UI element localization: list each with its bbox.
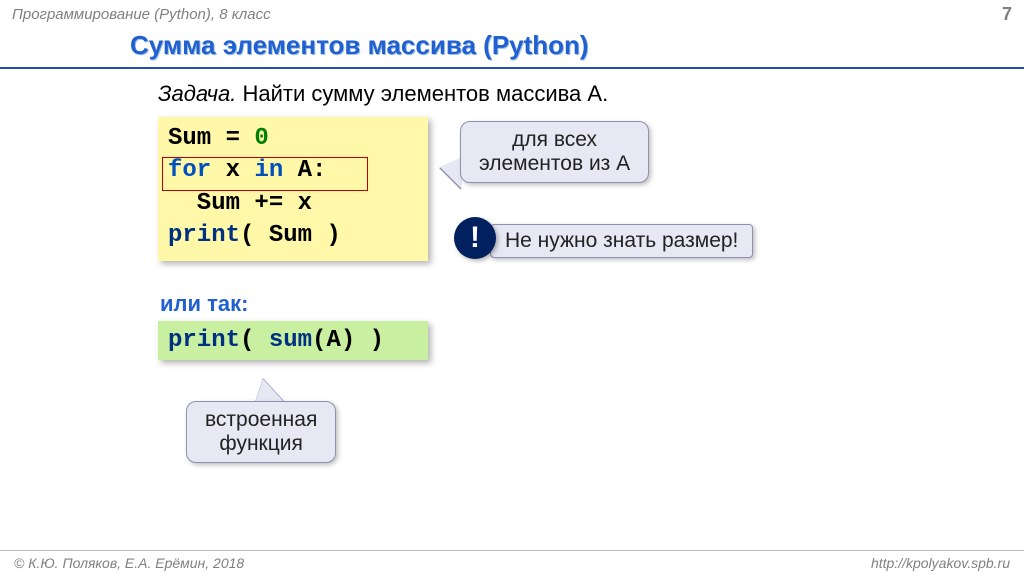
callout-line: элементов из A [479,152,630,176]
callout-text: Не нужно знать размер! [505,229,738,252]
footer-copyright: © К.Ю. Поляков, Е.А. Ерёмин, 2018 [14,555,244,571]
callout-builtin: встроенная функция [186,401,336,463]
callout-for-all: для всех элементов из A [460,121,649,183]
code-func: print [168,327,240,354]
code-func: print [168,222,240,249]
code-func: sum [269,327,312,354]
or-label: или так: [160,291,248,317]
code-text: ( [240,327,269,354]
callout-pointer [440,157,462,189]
task-label: Задача. [158,81,236,106]
code-text: Sum = [168,125,254,152]
exclaim-icon: ! [454,217,496,259]
slide-footer: © К.Ю. Поляков, Е.А. Ерёмин, 2018 http:/… [0,550,1024,574]
task-text: Задача. Найти сумму элементов массива A. [158,81,1024,107]
callout-line: для всех [479,128,630,152]
header-left: Программирование (Python), 8 класс [12,6,271,23]
slide-header: Программирование (Python), 8 класс 7 [0,0,1024,28]
callout-line: встроенная [205,408,317,432]
page-number: 7 [1002,4,1012,25]
callout-pointer [255,379,285,403]
task-body: Найти сумму элементов массива A. [236,81,608,106]
code-literal: 0 [254,125,268,152]
highlight-box [162,157,368,191]
content-area: Задача. Найти сумму элементов массива A.… [0,69,1024,107]
code-text: (A) ) [312,327,384,354]
code-block-2: print( sum(A) ) [158,321,428,360]
title-bar: Сумма элементов массива (Python) [0,28,1024,69]
code-text: ( Sum ) [240,222,341,249]
callout-no-size: Не нужно знать размер! [490,224,753,258]
code-block-1: Sum = 0 for x in A: Sum += x print( Sum … [158,117,428,261]
slide-title: Сумма элементов массива (Python) [130,30,589,60]
footer-url: http://kpolyakov.spb.ru [871,555,1010,571]
code-text: Sum += x [168,190,312,217]
callout-line: функция [205,432,317,456]
